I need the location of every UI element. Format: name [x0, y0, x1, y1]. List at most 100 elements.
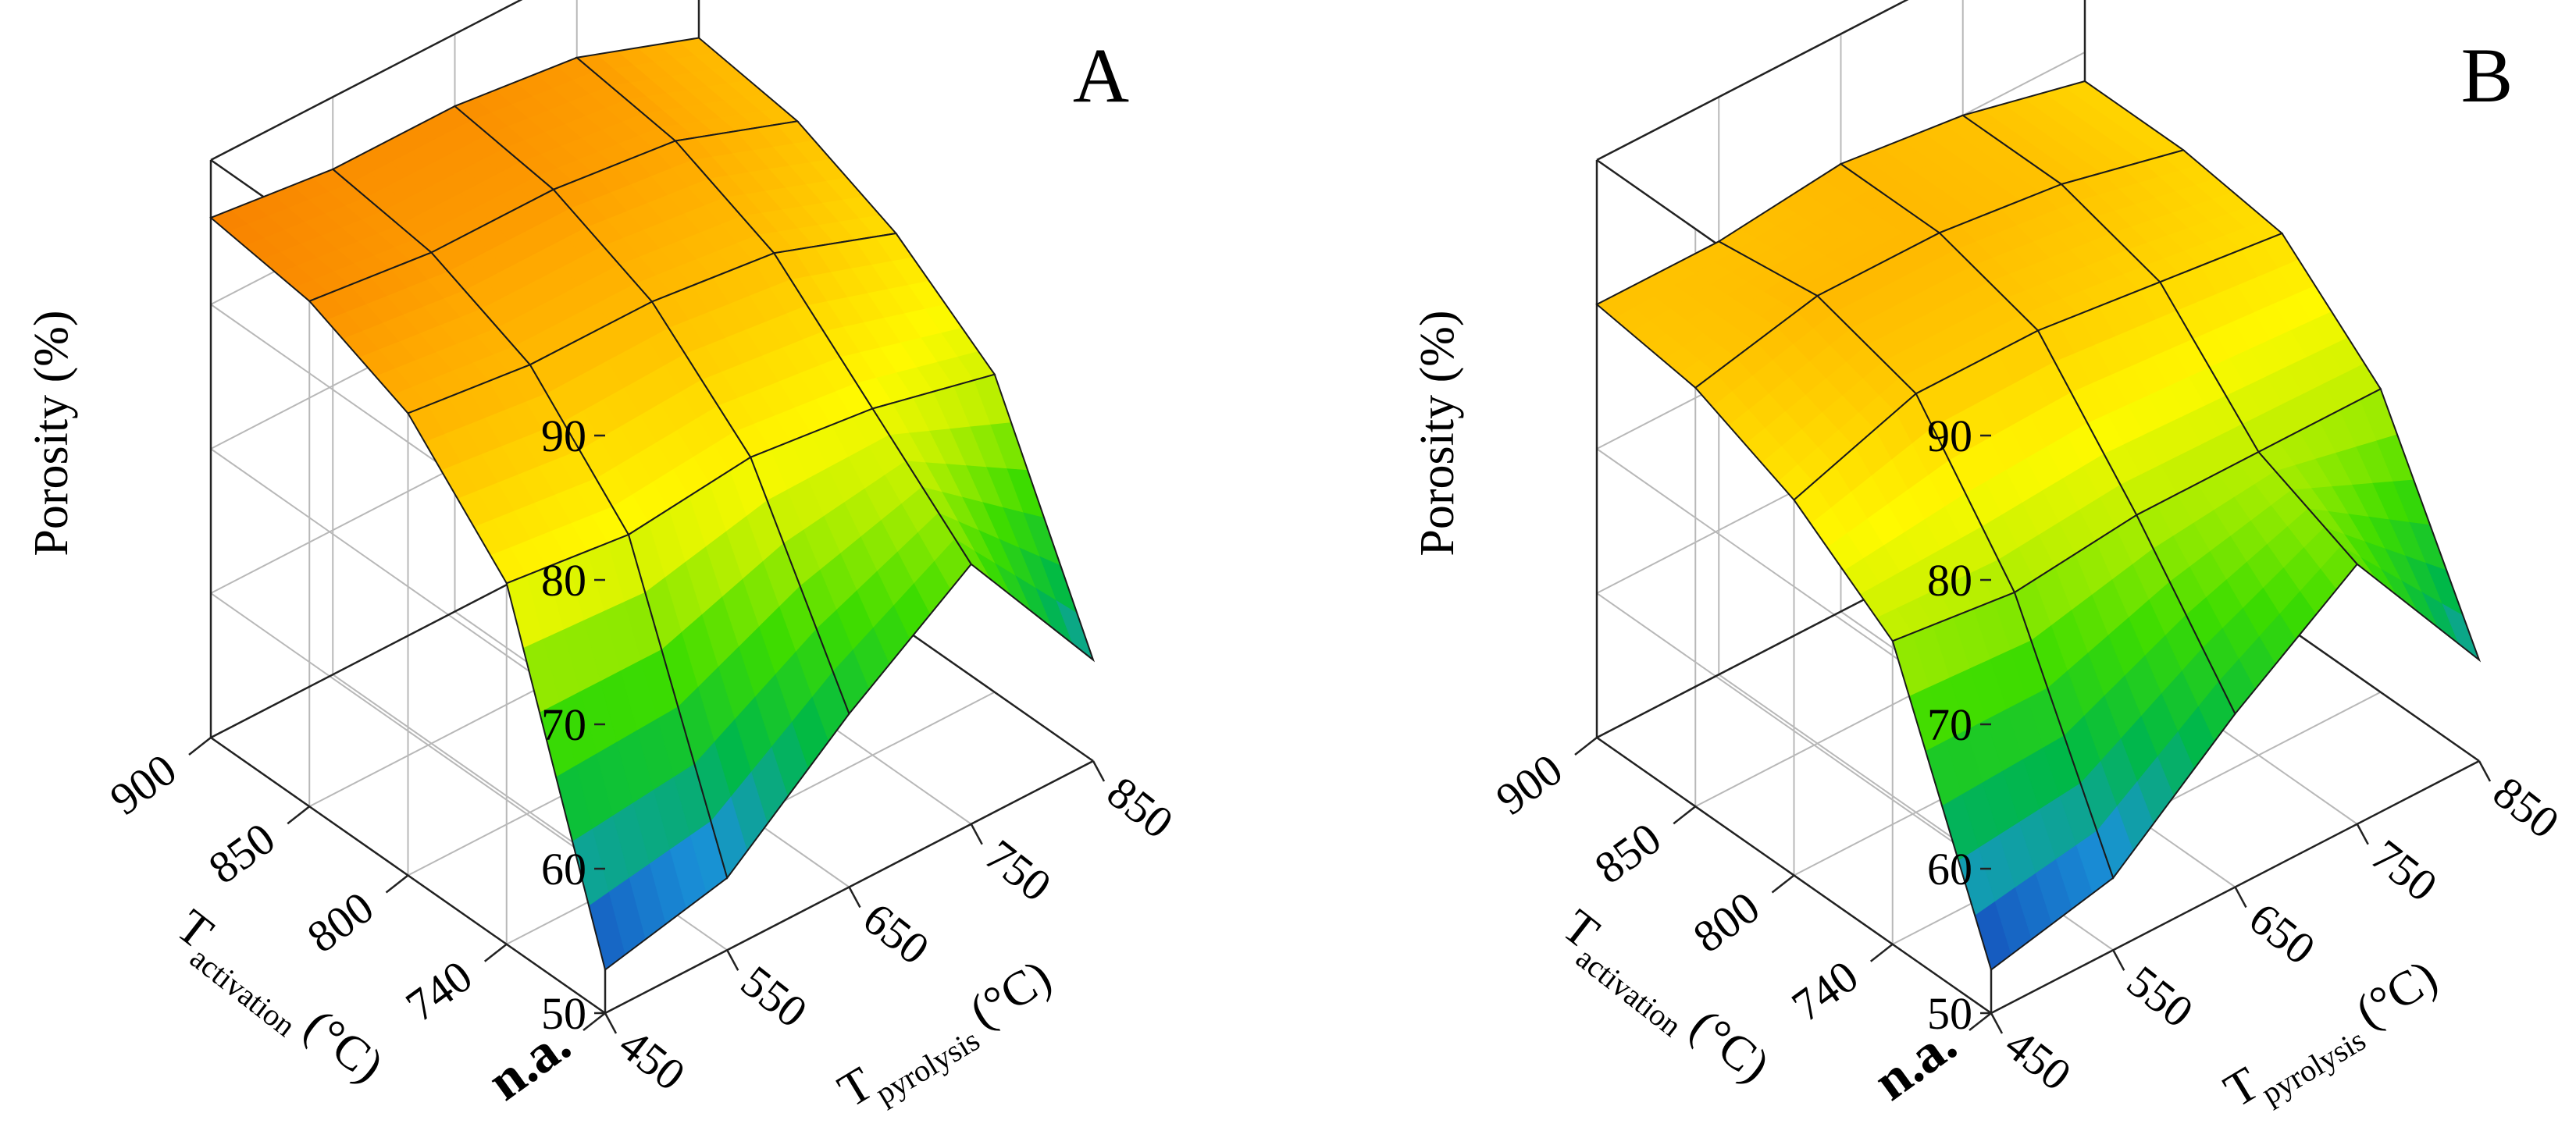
surface-cell	[575, 37, 800, 142]
activation-tick-label: 740	[397, 951, 482, 1032]
pyrolysis-tick	[970, 823, 983, 845]
z-tick-label: 70	[541, 699, 586, 750]
surface-cell	[2135, 450, 2359, 716]
frame-edge	[1596, 0, 1909, 162]
label-unit: (°C)	[1680, 999, 1780, 1093]
pyrolysis-tick	[2234, 886, 2247, 909]
pyrolysis-tick-label: 550	[732, 955, 817, 1037]
z-axis-label: Porosity (%)	[25, 310, 78, 556]
label-sub: pyrolysis	[869, 1022, 985, 1111]
surface-cell	[627, 456, 850, 880]
label-unit: (°C)	[961, 950, 1060, 1039]
surface-cell	[2158, 232, 2382, 453]
label-sub: pyrolysis	[2255, 1022, 2371, 1111]
pyrolysis-axis-label: Tpyrolysis(°C)	[2215, 950, 2451, 1126]
surface-cell	[650, 252, 874, 459]
surface-cell	[407, 364, 630, 585]
pyrolysis-tick-label: 450	[1996, 1019, 2081, 1101]
pyrolysis-tick-label: 650	[853, 893, 939, 975]
surface-cell	[529, 301, 752, 536]
panel-label: A	[1073, 32, 1129, 119]
pyrolysis-tick	[726, 949, 739, 971]
activation-tick-label: 900	[101, 744, 186, 825]
z-tick-label: 60	[1927, 844, 1972, 894]
surface-cell	[2036, 281, 2260, 517]
label-sub: activation	[1569, 940, 1688, 1044]
surface-cell	[1915, 329, 2138, 594]
pyrolysis-tick	[604, 1012, 618, 1034]
z-tick-label: 60	[541, 844, 586, 894]
pyrolysis-tick	[2356, 823, 2369, 845]
z-axis: 90 80 70 60 50 Porosity (%)	[1411, 310, 1991, 1039]
activation-tick	[385, 874, 409, 894]
activation-tick-label: 800	[1684, 881, 1769, 962]
surface-cell	[1694, 294, 1918, 501]
activation-tick	[287, 805, 311, 825]
activation-tick	[1673, 805, 1697, 825]
surface-cell	[772, 232, 996, 410]
z-tick-label: 80	[541, 555, 586, 606]
activation-tick-label: 850	[1585, 813, 1670, 894]
surface-cell	[1793, 392, 2016, 642]
activation-tick	[583, 1012, 606, 1031]
activation-tick	[1574, 737, 1598, 756]
activation-tick-label: 800	[298, 881, 383, 962]
pyrolysis-tick	[2478, 760, 2492, 782]
surface-cell	[2013, 514, 2236, 880]
activation-tick-label: 740	[1783, 951, 1868, 1032]
surface-cell	[308, 251, 532, 414]
surface-cell	[209, 168, 433, 302]
activation-tick	[1869, 943, 1894, 962]
surface	[209, 37, 1096, 972]
surface-cell	[1717, 162, 1941, 297]
activation-tick	[1771, 874, 1795, 894]
z-tick-label: 80	[1927, 555, 1972, 606]
surface-cell	[750, 407, 973, 716]
label-unit: (°C)	[294, 999, 394, 1093]
activation-tick	[1969, 1012, 1992, 1031]
pyrolysis-tick-label: 750	[976, 830, 1061, 912]
surface-cell	[1815, 232, 2040, 395]
surface-cell	[429, 188, 654, 366]
label-sub: activation	[183, 940, 302, 1044]
surface-cell	[674, 120, 898, 254]
activation-tick-label: 850	[199, 813, 284, 894]
z-axis: 90 80 70 60 50 Porosity (%)	[25, 310, 605, 1039]
pyrolysis-tick-label: 850	[1098, 766, 1183, 848]
surface-cell	[1595, 240, 1819, 389]
surface-cell	[453, 56, 677, 190]
pyrolysis-tick-label: 850	[2484, 766, 2569, 848]
z-tick-label: 90	[541, 411, 586, 461]
surface-cell	[871, 373, 1096, 663]
z-tick-label: 70	[1927, 699, 1972, 750]
z-tick-label: 50	[541, 988, 586, 1039]
surface-cell	[1961, 80, 2186, 186]
pyrolysis-tick-label: 650	[2239, 893, 2325, 975]
activation-tick	[188, 737, 212, 756]
label-unit: (°C)	[2347, 950, 2446, 1039]
surface-cell	[331, 105, 555, 254]
z-axis-label: Porosity (%)	[1411, 310, 1464, 556]
pyrolysis-tick	[2112, 949, 2125, 971]
z-tick-label: 50	[1927, 988, 1972, 1039]
pyrolysis-tick-label: 750	[2362, 830, 2447, 912]
surface-cell	[2257, 387, 2482, 663]
z-tick-label: 90	[1927, 411, 1972, 461]
pyrolysis-tick	[1990, 1012, 2004, 1034]
pyrolysis-tick	[848, 886, 861, 909]
pyrolysis-tick	[1092, 760, 1106, 782]
surface-cell	[1891, 591, 2115, 972]
pyrolysis-axis-label: Tpyrolysis(°C)	[829, 950, 1065, 1126]
activation-tick-label: 900	[1487, 744, 1572, 825]
panel-label: B	[2461, 32, 2514, 119]
pyrolysis-tick-label: 450	[610, 1019, 695, 1101]
frame-edge	[210, 0, 523, 162]
surface	[1595, 80, 2482, 972]
surface-cell	[2060, 149, 2284, 283]
surface-cell	[505, 533, 729, 972]
